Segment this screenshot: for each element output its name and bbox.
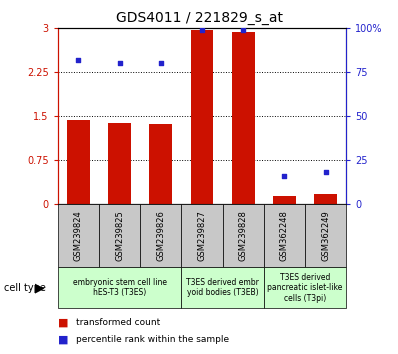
Text: cell type: cell type bbox=[4, 282, 46, 293]
Bar bbox=[191, 30, 213, 204]
Point bbox=[116, 61, 123, 66]
Text: GDS4011 / 221829_s_at: GDS4011 / 221829_s_at bbox=[115, 11, 283, 25]
Bar bbox=[140, 204, 181, 267]
Bar bbox=[58, 204, 99, 267]
Bar bbox=[314, 194, 337, 204]
Point bbox=[158, 61, 164, 66]
Text: GSM239824: GSM239824 bbox=[74, 210, 83, 261]
Bar bbox=[222, 204, 264, 267]
Text: percentile rank within the sample: percentile rank within the sample bbox=[76, 335, 229, 344]
Point bbox=[322, 169, 329, 175]
Bar bbox=[181, 267, 264, 308]
Text: ▶: ▶ bbox=[35, 281, 45, 294]
Bar bbox=[305, 204, 346, 267]
Bar bbox=[264, 267, 346, 308]
Bar bbox=[232, 33, 255, 204]
Point bbox=[75, 57, 82, 63]
Bar bbox=[67, 120, 90, 204]
Text: transformed count: transformed count bbox=[76, 318, 160, 327]
Text: GSM239827: GSM239827 bbox=[197, 210, 207, 261]
Text: T3ES derived embr
yoid bodies (T3EB): T3ES derived embr yoid bodies (T3EB) bbox=[186, 278, 259, 297]
Text: GSM362249: GSM362249 bbox=[321, 210, 330, 261]
Text: embryonic stem cell line
hES-T3 (T3ES): embryonic stem cell line hES-T3 (T3ES) bbox=[72, 278, 166, 297]
Text: GSM239828: GSM239828 bbox=[239, 210, 248, 261]
Point bbox=[281, 173, 288, 178]
Text: GSM239826: GSM239826 bbox=[156, 210, 165, 261]
Text: GSM239825: GSM239825 bbox=[115, 210, 124, 261]
Point bbox=[199, 27, 205, 33]
Text: ■: ■ bbox=[58, 335, 68, 345]
Bar bbox=[181, 204, 222, 267]
Bar bbox=[99, 204, 140, 267]
Point bbox=[240, 27, 246, 33]
Text: ■: ■ bbox=[58, 318, 68, 328]
Bar bbox=[273, 196, 296, 204]
Text: T3ES derived
pancreatic islet-like
cells (T3pi): T3ES derived pancreatic islet-like cells… bbox=[267, 273, 343, 303]
Bar bbox=[264, 204, 305, 267]
Text: GSM362248: GSM362248 bbox=[280, 210, 289, 261]
Bar bbox=[108, 123, 131, 204]
Bar bbox=[149, 124, 172, 204]
Bar bbox=[58, 267, 181, 308]
